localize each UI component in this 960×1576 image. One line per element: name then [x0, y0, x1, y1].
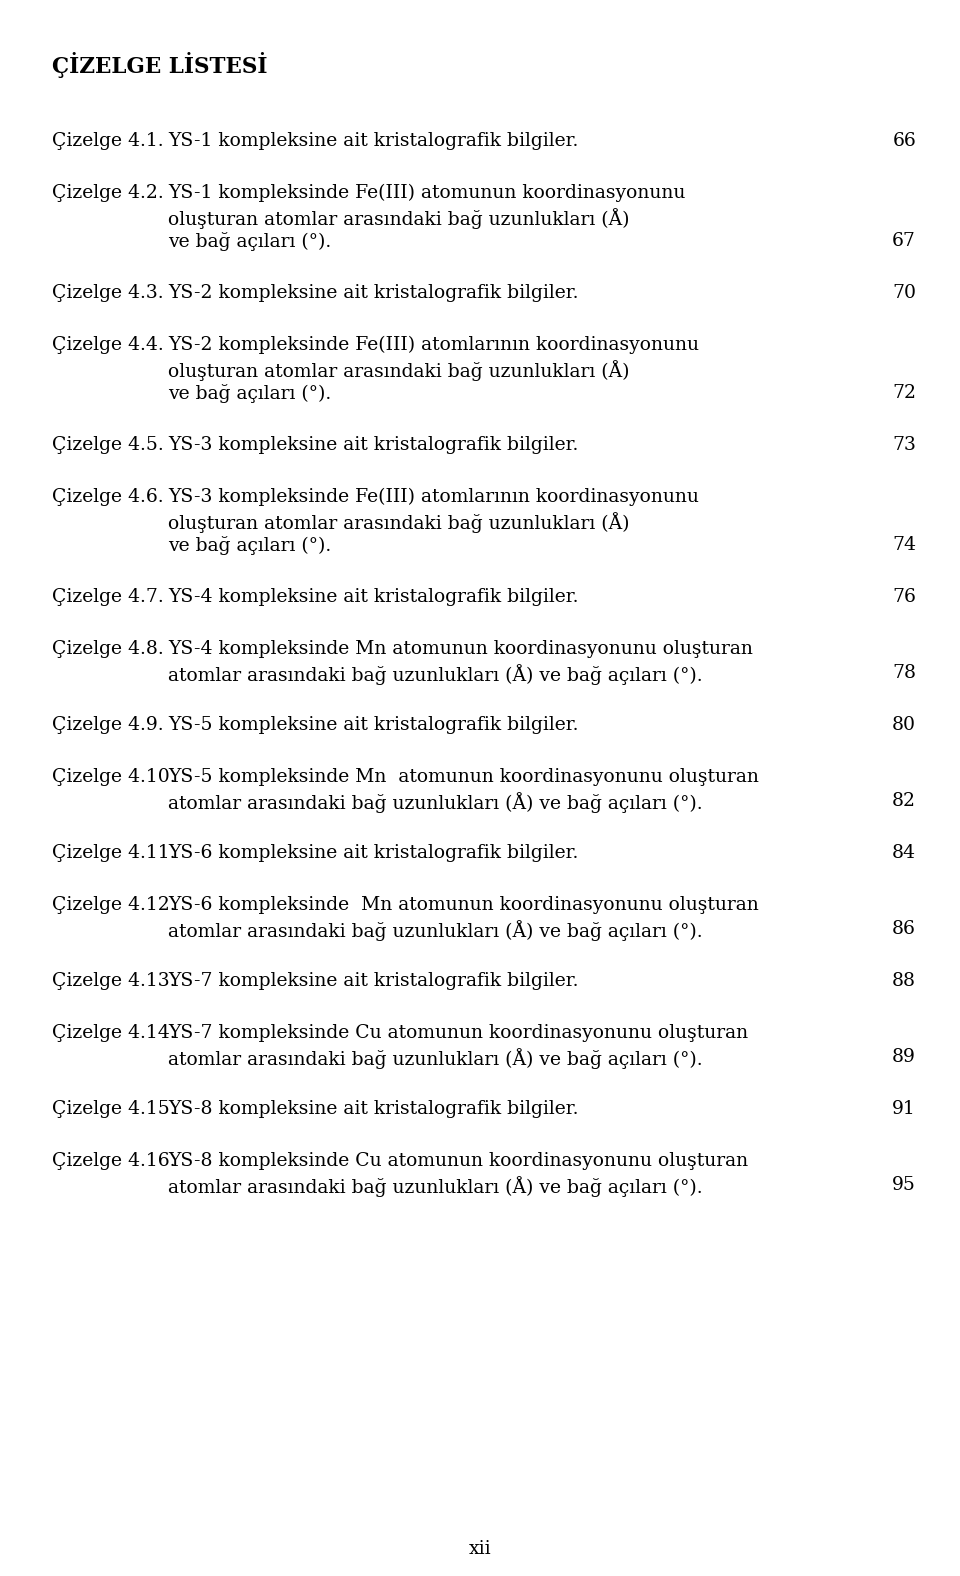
Text: 67: 67 [892, 232, 916, 251]
Text: xii: xii [468, 1540, 492, 1559]
Text: Çizelge 4.5.: Çizelge 4.5. [52, 437, 164, 454]
Text: 82: 82 [892, 791, 916, 810]
Text: Çizelge 4.12.: Çizelge 4.12. [52, 895, 176, 914]
Text: Çizelge 4.6.: Çizelge 4.6. [52, 489, 163, 506]
Text: Çizelge 4.7.: Çizelge 4.7. [52, 588, 164, 605]
Text: YS-1 kompleksinde Fe(III) atomunun koordinasyonunu: YS-1 kompleksinde Fe(III) atomunun koord… [168, 184, 685, 202]
Text: Çizelge 4.13.: Çizelge 4.13. [52, 972, 176, 990]
Text: YS-1 kompleksine ait kristalografik bilgiler.: YS-1 kompleksine ait kristalografik bilg… [168, 132, 578, 150]
Text: YS-4 kompleksinde Mn atomunun koordinasyonunu oluşturan: YS-4 kompleksinde Mn atomunun koordinasy… [168, 640, 753, 657]
Text: oluşturan atomlar arasındaki bağ uzunlukları (Å): oluşturan atomlar arasındaki bağ uzunluk… [168, 512, 630, 533]
Text: ve bağ açıları (°).: ve bağ açıları (°). [168, 232, 331, 251]
Text: 73: 73 [892, 437, 916, 454]
Text: Çizelge 4.15.: Çizelge 4.15. [52, 1100, 176, 1117]
Text: YS-6 kompleksinde  Mn atomunun koordinasyonunu oluşturan: YS-6 kompleksinde Mn atomunun koordinasy… [168, 895, 758, 914]
Text: 88: 88 [892, 972, 916, 990]
Text: ÇİZELGE LİSTESİ: ÇİZELGE LİSTESİ [52, 52, 268, 77]
Text: Çizelge 4.11.: Çizelge 4.11. [52, 843, 176, 862]
Text: 72: 72 [892, 385, 916, 402]
Text: YS-7 kompleksine ait kristalografik bilgiler.: YS-7 kompleksine ait kristalografik bilg… [168, 972, 579, 990]
Text: Çizelge 4.4.: Çizelge 4.4. [52, 336, 164, 355]
Text: atomlar arasındaki bağ uzunlukları (Å) ve bağ açıları (°).: atomlar arasındaki bağ uzunlukları (Å) v… [168, 791, 703, 813]
Text: Çizelge 4.8.: Çizelge 4.8. [52, 640, 164, 657]
Text: 66: 66 [892, 132, 916, 150]
Text: 89: 89 [892, 1048, 916, 1065]
Text: oluşturan atomlar arasındaki bağ uzunlukları (Å): oluşturan atomlar arasındaki bağ uzunluk… [168, 208, 630, 229]
Text: 70: 70 [892, 284, 916, 303]
Text: YS-7 kompleksinde Cu atomunun koordinasyonunu oluşturan: YS-7 kompleksinde Cu atomunun koordinasy… [168, 1024, 748, 1042]
Text: YS-6 kompleksine ait kristalografik bilgiler.: YS-6 kompleksine ait kristalografik bilg… [168, 843, 578, 862]
Text: 78: 78 [892, 663, 916, 682]
Text: atomlar arasındaki bağ uzunlukları (Å) ve bağ açıları (°).: atomlar arasındaki bağ uzunlukları (Å) v… [168, 1048, 703, 1069]
Text: Çizelge 4.2.: Çizelge 4.2. [52, 184, 164, 202]
Text: YS-8 kompleksine ait kristalografik bilgiler.: YS-8 kompleksine ait kristalografik bilg… [168, 1100, 579, 1117]
Text: 76: 76 [892, 588, 916, 605]
Text: YS-8 kompleksinde Cu atomunun koordinasyonunu oluşturan: YS-8 kompleksinde Cu atomunun koordinasy… [168, 1152, 748, 1169]
Text: Çizelge 4.3.: Çizelge 4.3. [52, 284, 163, 303]
Text: ve bağ açıları (°).: ve bağ açıları (°). [168, 385, 331, 403]
Text: YS-2 kompleksinde Fe(III) atomlarının koordinasyonunu: YS-2 kompleksinde Fe(III) atomlarının ko… [168, 336, 699, 355]
Text: 74: 74 [892, 536, 916, 553]
Text: Çizelge 4.9.: Çizelge 4.9. [52, 716, 163, 734]
Text: YS-2 kompleksine ait kristalografik bilgiler.: YS-2 kompleksine ait kristalografik bilg… [168, 284, 579, 303]
Text: atomlar arasındaki bağ uzunlukları (Å) ve bağ açıları (°).: atomlar arasındaki bağ uzunlukları (Å) v… [168, 663, 703, 686]
Text: oluşturan atomlar arasındaki bağ uzunlukları (Å): oluşturan atomlar arasındaki bağ uzunluk… [168, 359, 630, 381]
Text: Çizelge 4.14.: Çizelge 4.14. [52, 1024, 176, 1042]
Text: YS-3 kompleksinde Fe(III) atomlarının koordinasyonunu: YS-3 kompleksinde Fe(III) atomlarının ko… [168, 489, 699, 506]
Text: atomlar arasındaki bağ uzunlukları (Å) ve bağ açıları (°).: atomlar arasındaki bağ uzunlukları (Å) v… [168, 1176, 703, 1196]
Text: Çizelge 4.10.: Çizelge 4.10. [52, 768, 176, 786]
Text: Çizelge 4.16.: Çizelge 4.16. [52, 1152, 176, 1169]
Text: Çizelge 4.1.: Çizelge 4.1. [52, 132, 163, 150]
Text: YS-3 kompleksine ait kristalografik bilgiler.: YS-3 kompleksine ait kristalografik bilg… [168, 437, 578, 454]
Text: 86: 86 [892, 920, 916, 938]
Text: atomlar arasındaki bağ uzunlukları (Å) ve bağ açıları (°).: atomlar arasındaki bağ uzunlukları (Å) v… [168, 920, 703, 941]
Text: YS-5 kompleksine ait kristalografik bilgiler.: YS-5 kompleksine ait kristalografik bilg… [168, 716, 579, 734]
Text: YS-4 kompleksine ait kristalografik bilgiler.: YS-4 kompleksine ait kristalografik bilg… [168, 588, 579, 605]
Text: YS-5 kompleksinde Mn  atomunun koordinasyonunu oluşturan: YS-5 kompleksinde Mn atomunun koordinasy… [168, 768, 758, 786]
Text: 91: 91 [892, 1100, 916, 1117]
Text: 80: 80 [892, 716, 916, 734]
Text: ve bağ açıları (°).: ve bağ açıları (°). [168, 536, 331, 555]
Text: 84: 84 [892, 843, 916, 862]
Text: 95: 95 [892, 1176, 916, 1195]
